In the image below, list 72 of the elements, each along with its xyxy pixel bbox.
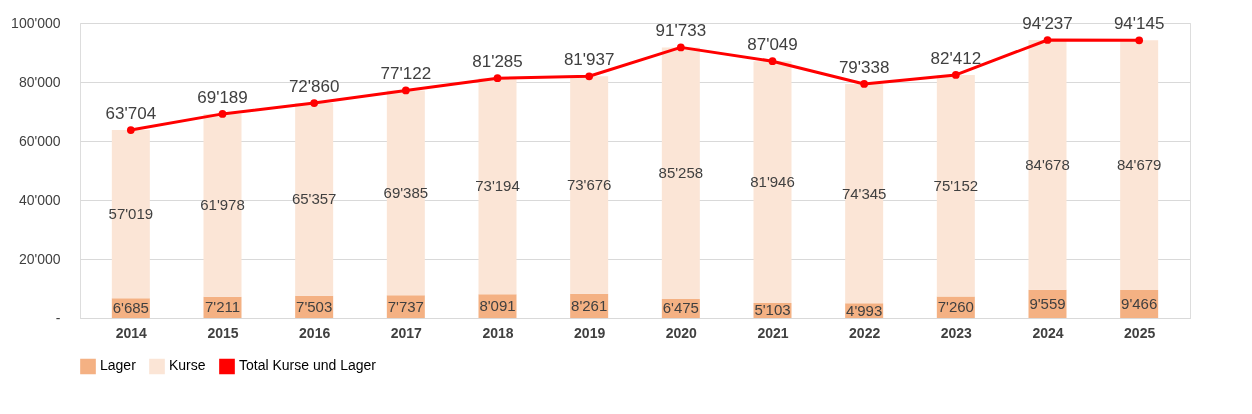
data-label: 7'503: [296, 297, 333, 315]
data-label: 9'466: [1121, 295, 1158, 313]
data-label: 8'261: [571, 296, 608, 314]
data-label: 94'145: [1113, 14, 1165, 34]
point: [493, 74, 502, 83]
data-label: 81'937: [563, 50, 615, 70]
data-label: 81'285: [472, 52, 523, 72]
data-label: 8'091: [479, 297, 516, 315]
data-label: 5'103: [754, 301, 791, 319]
x-tick-label: 2025: [1124, 324, 1156, 341]
data-label: 65'357: [291, 190, 337, 208]
data-label: 6'475: [662, 299, 699, 317]
legend-label: Lager: [100, 357, 137, 374]
y-tick-label: 80'000: [18, 73, 61, 90]
data-label: 77'122: [380, 64, 432, 84]
bar: [203, 113, 242, 297]
data-label: 82'412: [930, 48, 982, 68]
data-label: 91'733: [655, 21, 707, 41]
bar: [1028, 40, 1067, 290]
data-label: 7'211: [204, 298, 241, 316]
x-tick-label: 2024: [1032, 324, 1064, 341]
y-tick-label: -: [55, 309, 61, 326]
data-label: 7'737: [387, 297, 424, 315]
x-tick-label: 2023: [940, 324, 973, 341]
data-label: 74'345: [841, 184, 887, 202]
point: [218, 110, 227, 118]
data-label: 63'704: [105, 104, 157, 124]
data-label: 85'258: [658, 164, 704, 182]
point: [860, 80, 869, 88]
data-label: 9'559: [1029, 294, 1066, 312]
point: [401, 86, 410, 95]
legend-label: Kurse: [169, 357, 206, 374]
data-label: 4'993: [846, 301, 883, 319]
x-tick-label: 2020: [665, 324, 698, 341]
point: [1043, 36, 1052, 44]
x-tick-label: 2022: [849, 324, 881, 341]
data-label: 7'260: [937, 298, 974, 316]
data-label: 75'152: [933, 176, 979, 194]
x-tick-label: 2015: [207, 324, 239, 341]
x-tick-label: 2019: [574, 324, 606, 341]
y-tick-label: 40'000: [18, 191, 61, 208]
data-label: 61'978: [200, 196, 245, 214]
x-tick-label: 2014: [115, 324, 148, 341]
point: [676, 43, 685, 52]
data-label: 81'946: [750, 173, 795, 191]
point: [951, 71, 960, 79]
point: [126, 126, 135, 134]
legend-label: Total Kurse und Lager: [239, 357, 377, 374]
data-label: 79'338: [838, 57, 890, 77]
data-label: 57'019: [108, 205, 154, 223]
point: [768, 57, 777, 66]
y-tick-label: 20'000: [18, 250, 61, 267]
y-tick-label: 100'000: [11, 14, 61, 31]
x-tick-label: 2021: [757, 324, 789, 341]
point: [310, 99, 319, 107]
data-label: 84'679: [1116, 156, 1162, 174]
data-label: 69'189: [197, 87, 248, 107]
bar: [753, 61, 792, 303]
data-label: 6'685: [112, 299, 149, 317]
point: [1135, 36, 1144, 45]
x-tick-label: 2016: [299, 324, 331, 341]
y-tick-label: 60'000: [18, 132, 61, 149]
x-tick-label: 2017: [390, 324, 423, 341]
data-label: 73'194: [475, 177, 520, 195]
x-tick-label: 2018: [482, 324, 514, 341]
data-label: 73'676: [566, 175, 612, 193]
point: [585, 72, 594, 81]
data-label: 87'049: [747, 35, 798, 55]
data-label: 84'678: [1025, 155, 1070, 173]
data-label: 69'385: [383, 183, 429, 201]
data-label: 94'237: [1022, 14, 1073, 33]
data-label: 72'860: [288, 77, 340, 97]
